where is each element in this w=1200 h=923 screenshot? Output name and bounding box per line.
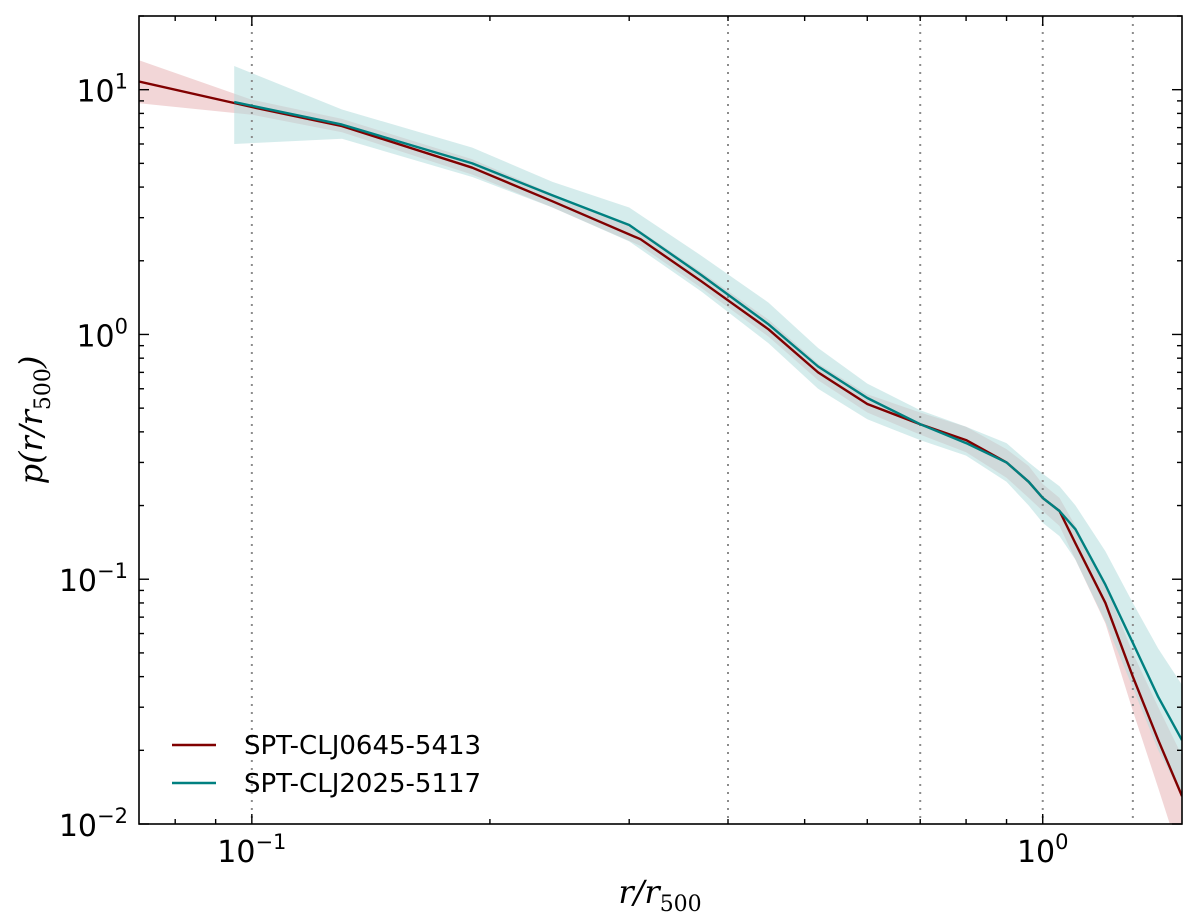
y-tick-label: 101	[76, 70, 128, 110]
y-tick-label: 10−2	[59, 804, 128, 844]
legend: SPT-CLJ0645-5413 SPT-CLJ2025-5117	[172, 731, 481, 799]
x-tick-label: 100	[1017, 830, 1069, 870]
x-tick-label: 10−1	[217, 830, 286, 870]
axis-ticks	[139, 15, 1182, 825]
series-lines	[139, 80, 1182, 797]
x-axis-label: r/r500	[618, 873, 701, 917]
plot-frame	[138, 15, 1183, 825]
line-series-1	[139, 80, 1182, 797]
y-axis-label: p(r/r500)	[12, 356, 56, 485]
y-tick-label: 100	[76, 314, 128, 354]
band-series-2	[234, 66, 1182, 797]
tick-labels: 10−1 100 101 100 10−1 10−2	[59, 70, 1069, 870]
legend-label: SPT-CLJ2025-5117	[244, 769, 481, 799]
confidence-bands	[139, 60, 1182, 824]
legend-label: SPT-CLJ0645-5413	[244, 731, 481, 761]
line-series-2	[233, 100, 1182, 741]
y-tick-label: 10−1	[59, 559, 128, 599]
reference-vlines	[250, 16, 1134, 824]
